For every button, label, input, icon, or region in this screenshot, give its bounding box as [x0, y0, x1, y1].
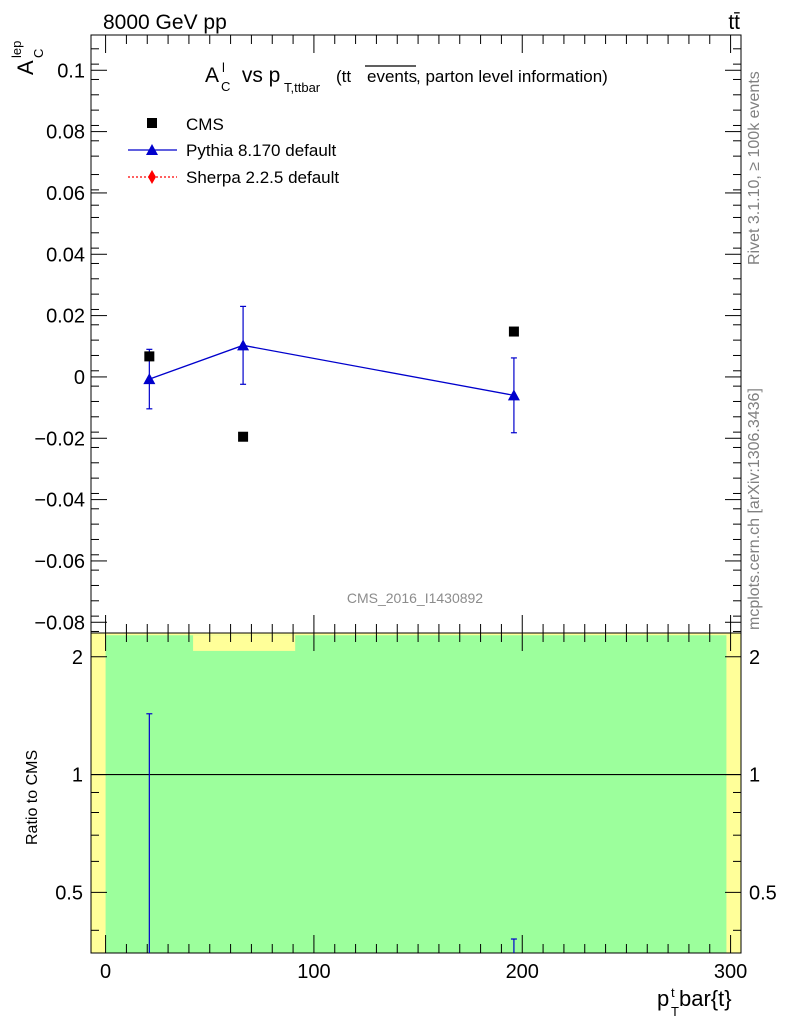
ratio-y-axis-label: Ratio to CMS — [24, 750, 41, 845]
watermark: CMS_2016_I1430892 — [347, 590, 483, 606]
main-ylabel-a: A — [13, 60, 38, 75]
xlabel-sup: t — [671, 985, 675, 1000]
legend-cms-label: CMS — [186, 115, 224, 134]
title-info-post: , parton level information) — [416, 67, 608, 86]
cms-point — [144, 351, 155, 362]
xlabel-p: p — [657, 986, 669, 1011]
legend-cms-marker — [147, 118, 157, 128]
pythia-series-line — [149, 344, 515, 396]
main-ytick-label: −0.08 — [34, 612, 85, 634]
ratio-x-ticks: 0 100 200 300 — [100, 633, 747, 983]
legend-pythia-marker — [146, 144, 158, 155]
main-ytick-label: 0.06 — [46, 183, 85, 205]
ratio-ytick-label-right: 1 — [749, 765, 760, 787]
plot-title: A l C vs p T,ttbar (tt events , parton l… — [205, 60, 608, 95]
main-ylabel-sup: lep — [9, 41, 24, 58]
title-vs: vs p — [236, 64, 280, 87]
title-a-sub: C — [221, 79, 230, 94]
main-ytick-label: 0.1 — [57, 60, 85, 82]
legend-sherpa-marker — [148, 170, 156, 184]
legend-sherpa-label: Sherpa 2.2.5 default — [186, 168, 339, 187]
ratio-ytick-label: 2 — [72, 647, 83, 669]
main-ytick-label: 0.04 — [46, 244, 85, 266]
xlabel-sub: T — [671, 1004, 679, 1019]
main-ytick-label: 0.08 — [46, 122, 85, 144]
mcplots-side-label: mcplots.cern.ch [arXiv:1306.3436] — [746, 388, 763, 630]
title-a-sup: l — [222, 60, 225, 75]
ratio-xtick-label: 0 — [100, 961, 111, 983]
rivet-side-label: Rivet 3.1.10, ≥ 100k events — [746, 71, 763, 265]
process-label: tt̄ — [728, 11, 740, 34]
ratio-ytick-label-right: 2 — [749, 647, 760, 669]
main-ytick-label: −0.02 — [34, 428, 85, 450]
ratio-band-green — [105, 635, 727, 953]
cms-point — [238, 431, 249, 442]
main-ylabel-sub: C — [31, 49, 46, 58]
main-y-axis-label: A C lep — [9, 41, 46, 75]
title-info-over: events — [367, 67, 417, 86]
main-ytick-label: 0 — [74, 367, 85, 389]
x-axis-label: p t T bar{t} — [657, 985, 732, 1019]
ratio-xtick-label: 200 — [506, 961, 539, 983]
ratio-ytick-label: 1 — [72, 765, 83, 787]
legend-pythia-label: Pythia 8.170 default — [186, 141, 337, 160]
main-x-ticks — [105, 35, 732, 633]
energy-label: 8000 GeV pp — [103, 11, 227, 34]
main-ytick-label: −0.04 — [34, 490, 85, 512]
pythia-point — [143, 373, 156, 385]
ratio-ytick-label-right: 0.5 — [749, 882, 777, 904]
xlabel-rest: bar{t} — [679, 986, 732, 1011]
main-y-ticks: 0.1 0.08 0.06 0.04 0.02 0 −0.02 −0.04 −0.06 −0.08 — [34, 48, 741, 634]
ratio-data-marks — [91, 713, 741, 953]
pythia-point — [237, 339, 250, 351]
cms-point — [508, 326, 519, 337]
title-vs-sub: T,ttbar — [284, 80, 321, 95]
ratio-y-ticks: 0.5 0.5 1 1 2 2 — [55, 647, 777, 931]
title-a: A — [205, 64, 219, 87]
ratio-xtick-label: 300 — [714, 961, 747, 983]
main-ytick-label: −0.06 — [34, 551, 85, 573]
ratio-ytick-label: 0.5 — [55, 882, 83, 904]
ratio-bands — [91, 633, 741, 953]
title-info-pre: (tt — [336, 67, 351, 86]
ratio-plot-frame — [90, 632, 742, 954]
main-ytick-label: 0.02 — [46, 306, 85, 328]
legend: CMS Pythia 8.170 default Sherpa 2.2.5 de… — [128, 115, 339, 187]
main-data-marks — [143, 305, 520, 442]
ratio-band-yellow — [193, 635, 296, 651]
ratio-xtick-label: 100 — [297, 961, 330, 983]
pythia-point — [507, 389, 520, 401]
